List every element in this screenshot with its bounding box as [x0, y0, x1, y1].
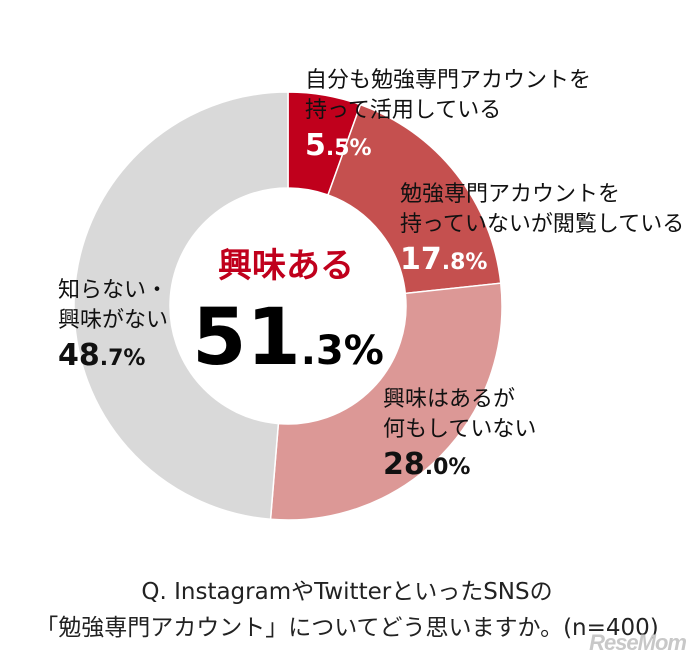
slice-label-not-interested: 知らない・ 興味がない 48.7%	[58, 276, 168, 379]
slice-name-line: 持って活用している	[305, 98, 502, 123]
slice-label-self-active: 自分も勉強専門アカウントを 持って活用している 5.5%	[305, 66, 591, 169]
slice-percent: 48.7%	[58, 336, 168, 379]
center-value-frac: .3%	[300, 328, 384, 374]
donut-slice	[269, 282, 503, 521]
slice-name-line: 興味はあるが	[383, 387, 516, 412]
pct-frac: .8%	[441, 250, 488, 275]
question-line-1: Q. InstagramやTwitterといったSNSの	[141, 579, 553, 605]
center-value-int: 51	[192, 293, 301, 383]
slice-name-line: 勉強専門アカウントを	[400, 182, 621, 207]
slice-name-line: 興味がない	[58, 308, 169, 333]
pct-frac: .5%	[325, 136, 372, 161]
slice-name-line: 知らない・	[58, 278, 169, 303]
watermark-logo: ReseMom	[589, 630, 687, 655]
donut-slice	[73, 91, 289, 521]
center-value: 51.3%	[178, 296, 398, 380]
donut-slice	[327, 103, 502, 295]
pct-frac: .0%	[424, 455, 471, 480]
slice-name-line: 何もしていない	[383, 417, 537, 442]
pct-int: 5	[305, 128, 326, 163]
slice-percent: 28.0%	[383, 445, 536, 488]
slice-percent: 5.5%	[305, 126, 591, 169]
slice-label-interested: 興味はあるが 何もしていない 28.0%	[383, 385, 536, 488]
center-title: 興味ある	[218, 246, 354, 286]
slice-label-viewing: 勉強専門アカウントを 持っていないが閲覧している 17.8%	[400, 180, 684, 283]
pct-frac: .7%	[99, 346, 146, 371]
slice-name-line: 自分も勉強専門アカウントを	[305, 68, 592, 93]
pct-int: 28	[383, 447, 425, 482]
pct-int: 48	[58, 338, 100, 373]
question-line-2: 「勉強専門アカウント」についてどう思いますか。(n=400)	[35, 615, 659, 641]
slice-percent: 17.8%	[400, 240, 684, 283]
slice-name-line: 持っていないが閲覧している	[400, 212, 685, 237]
pct-int: 17	[400, 242, 442, 277]
